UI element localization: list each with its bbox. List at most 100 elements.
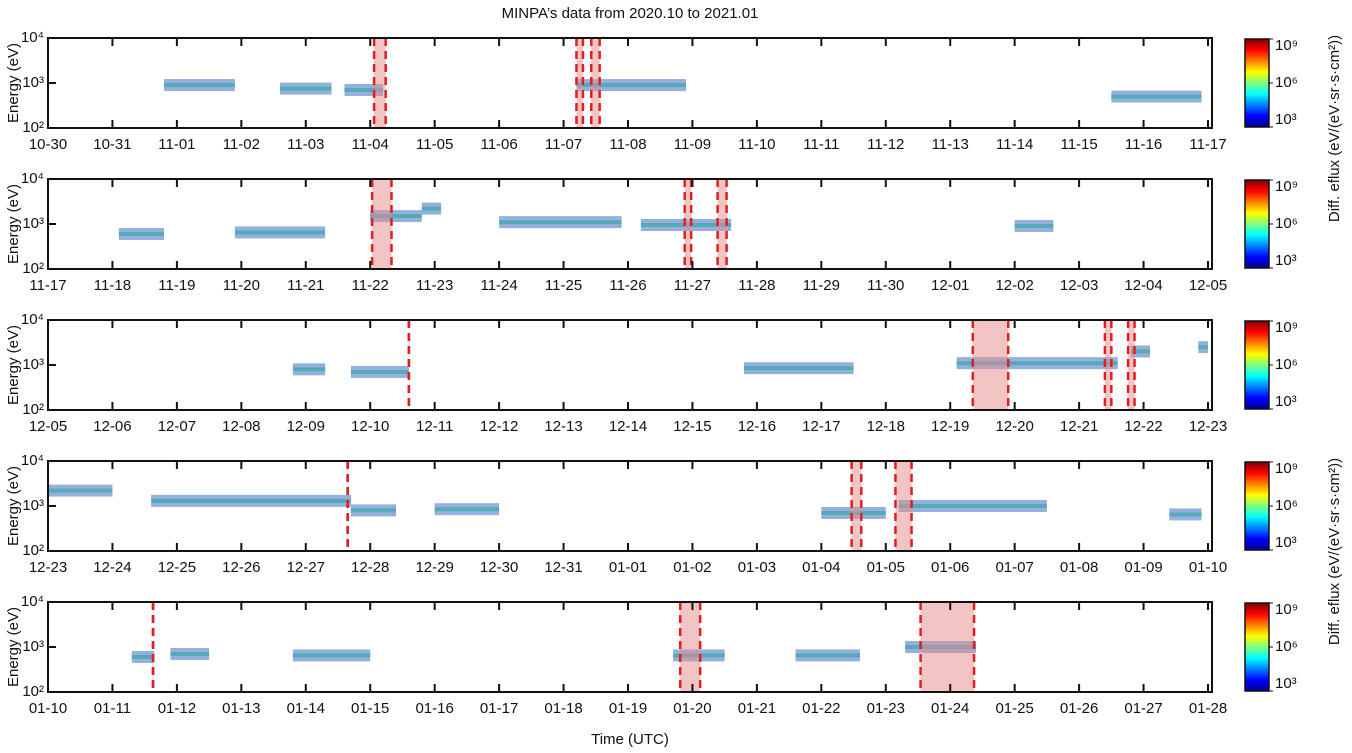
flux-core <box>234 230 326 235</box>
colorbar-tick-label: 10⁶ <box>1275 356 1298 373</box>
x-tick-label: 12-17 <box>802 418 840 435</box>
x-tick-label: 01-28 <box>1189 700 1227 717</box>
y-tick-label: 10² <box>22 119 44 136</box>
x-tick-label: 01-13 <box>222 700 260 717</box>
x-tick-label: 11-10 <box>738 136 775 153</box>
event-shade <box>851 461 862 551</box>
x-tick-label: 12-03 <box>1060 277 1098 294</box>
event-shade <box>920 602 975 692</box>
x-tick-label: 11-03 <box>287 136 324 153</box>
x-tick-label: 11-02 <box>223 136 260 153</box>
flux-core <box>421 206 442 211</box>
y-tick-label: 10⁴ <box>21 29 44 46</box>
flux-core <box>164 83 235 88</box>
x-tick-label: 01-04 <box>802 559 840 576</box>
colorbar <box>1244 320 1270 410</box>
x-tick-label: 12-12 <box>480 418 518 435</box>
x-tick-label: 01-17 <box>480 700 518 717</box>
event-shade <box>374 38 386 128</box>
x-tick-label: 12-20 <box>995 418 1033 435</box>
x-tick-label: 01-05 <box>867 559 905 576</box>
colorbar-tick-label: 10³ <box>1275 252 1297 269</box>
event-shade <box>717 179 727 269</box>
x-tick-label: 12-06 <box>93 418 131 435</box>
event-shade <box>372 179 392 269</box>
x-tick-label: 12-23 <box>1189 418 1227 435</box>
x-tick-label: 12-25 <box>158 559 196 576</box>
colorbar-tick-label: 10⁹ <box>1275 178 1298 195</box>
event-shade <box>684 179 692 269</box>
x-tick-label: 12-29 <box>415 559 453 576</box>
colorbar-tick-label: 10⁹ <box>1275 601 1298 618</box>
y-tick-label: 10⁴ <box>21 452 44 469</box>
flux-core <box>350 369 409 374</box>
x-tick-label: 12-31 <box>544 559 582 576</box>
y-axis-label: Energy (eV) <box>5 607 22 687</box>
x-tick-label: 11-29 <box>803 277 840 294</box>
y-axis-label: Energy (eV) <box>5 43 22 123</box>
x-tick-label: 01-08 <box>1060 559 1098 576</box>
y-tick-label: 10⁴ <box>21 311 44 328</box>
x-tick-label: 11-14 <box>996 136 1033 153</box>
x-tick-label: 12-16 <box>738 418 776 435</box>
x-tick-label: 12-01 <box>931 277 969 294</box>
x-tick-label: 10-30 <box>29 136 67 153</box>
x-tick-label: 11-09 <box>674 136 711 153</box>
y-tick-label: 10⁴ <box>21 170 44 187</box>
event-shade <box>895 461 912 551</box>
x-tick-label: 01-06 <box>931 559 969 576</box>
x-tick-label: 12-28 <box>351 559 389 576</box>
x-tick-label: 11-21 <box>287 277 324 294</box>
x-tick-label: 12-27 <box>287 559 325 576</box>
event-shade <box>576 38 583 128</box>
flux-core <box>499 220 622 225</box>
flux-core <box>1111 94 1202 99</box>
y-axis-label: Energy (eV) <box>5 466 22 546</box>
flux-core <box>1198 345 1208 350</box>
x-tick-label: 10-31 <box>93 136 131 153</box>
colorbar-tick-label: 10⁶ <box>1275 497 1298 514</box>
x-tick-label: 01-25 <box>995 700 1033 717</box>
x-tick-label: 12-19 <box>931 418 969 435</box>
y-axis-label: Energy (eV) <box>5 184 22 264</box>
event-shade <box>1128 320 1135 410</box>
x-tick-label: 01-09 <box>1124 559 1162 576</box>
event-shade <box>972 320 1009 410</box>
x-tick-label: 11-28 <box>738 277 775 294</box>
x-tick-label: 12-26 <box>222 559 260 576</box>
x-tick-label: 11-17 <box>29 277 66 294</box>
x-tick-label: 11-08 <box>609 136 646 153</box>
flux-core <box>434 507 500 512</box>
y-axis-label: Energy (eV) <box>5 325 22 405</box>
x-tick-label: 01-15 <box>351 700 389 717</box>
x-tick-label: 01-01 <box>609 559 647 576</box>
x-tick-label: 11-07 <box>545 136 582 153</box>
flux-core <box>151 498 351 503</box>
colorbar-tick-label: 10³ <box>1275 393 1297 410</box>
x-tick-label: 01-19 <box>609 700 647 717</box>
colorbar-tick-label: 10⁹ <box>1275 37 1298 54</box>
flux-core <box>576 83 686 88</box>
flux-core <box>744 366 854 371</box>
x-tick-label: 12-23 <box>29 559 67 576</box>
x-tick-label: 12-05 <box>1189 277 1227 294</box>
x-tick-label: 11-11 <box>803 136 839 153</box>
colorbar <box>1244 602 1270 692</box>
x-tick-label: 01-10 <box>29 700 67 717</box>
y-tick-label: 10² <box>22 260 44 277</box>
x-tick-label: 11-19 <box>158 277 195 294</box>
colorbar-tick-label: 10⁹ <box>1275 460 1298 477</box>
x-tick-label: 12-30 <box>480 559 518 576</box>
x-tick-label: 12-24 <box>93 559 131 576</box>
x-tick-label: 01-11 <box>94 700 131 717</box>
x-tick-label: 01-24 <box>931 700 969 717</box>
colorbar-tick-label: 10⁹ <box>1275 319 1298 336</box>
x-tick-label: 01-26 <box>1060 700 1098 717</box>
x-tick-label: 11-20 <box>223 277 260 294</box>
y-tick-label: 10³ <box>22 74 44 91</box>
colorbar-label: Diff. eflux (eV/(eV·sr·s·cm²)) <box>1326 458 1343 645</box>
flux-core <box>48 488 113 493</box>
x-tick-label: 11-15 <box>1060 136 1097 153</box>
y-tick-label: 10³ <box>22 497 44 514</box>
